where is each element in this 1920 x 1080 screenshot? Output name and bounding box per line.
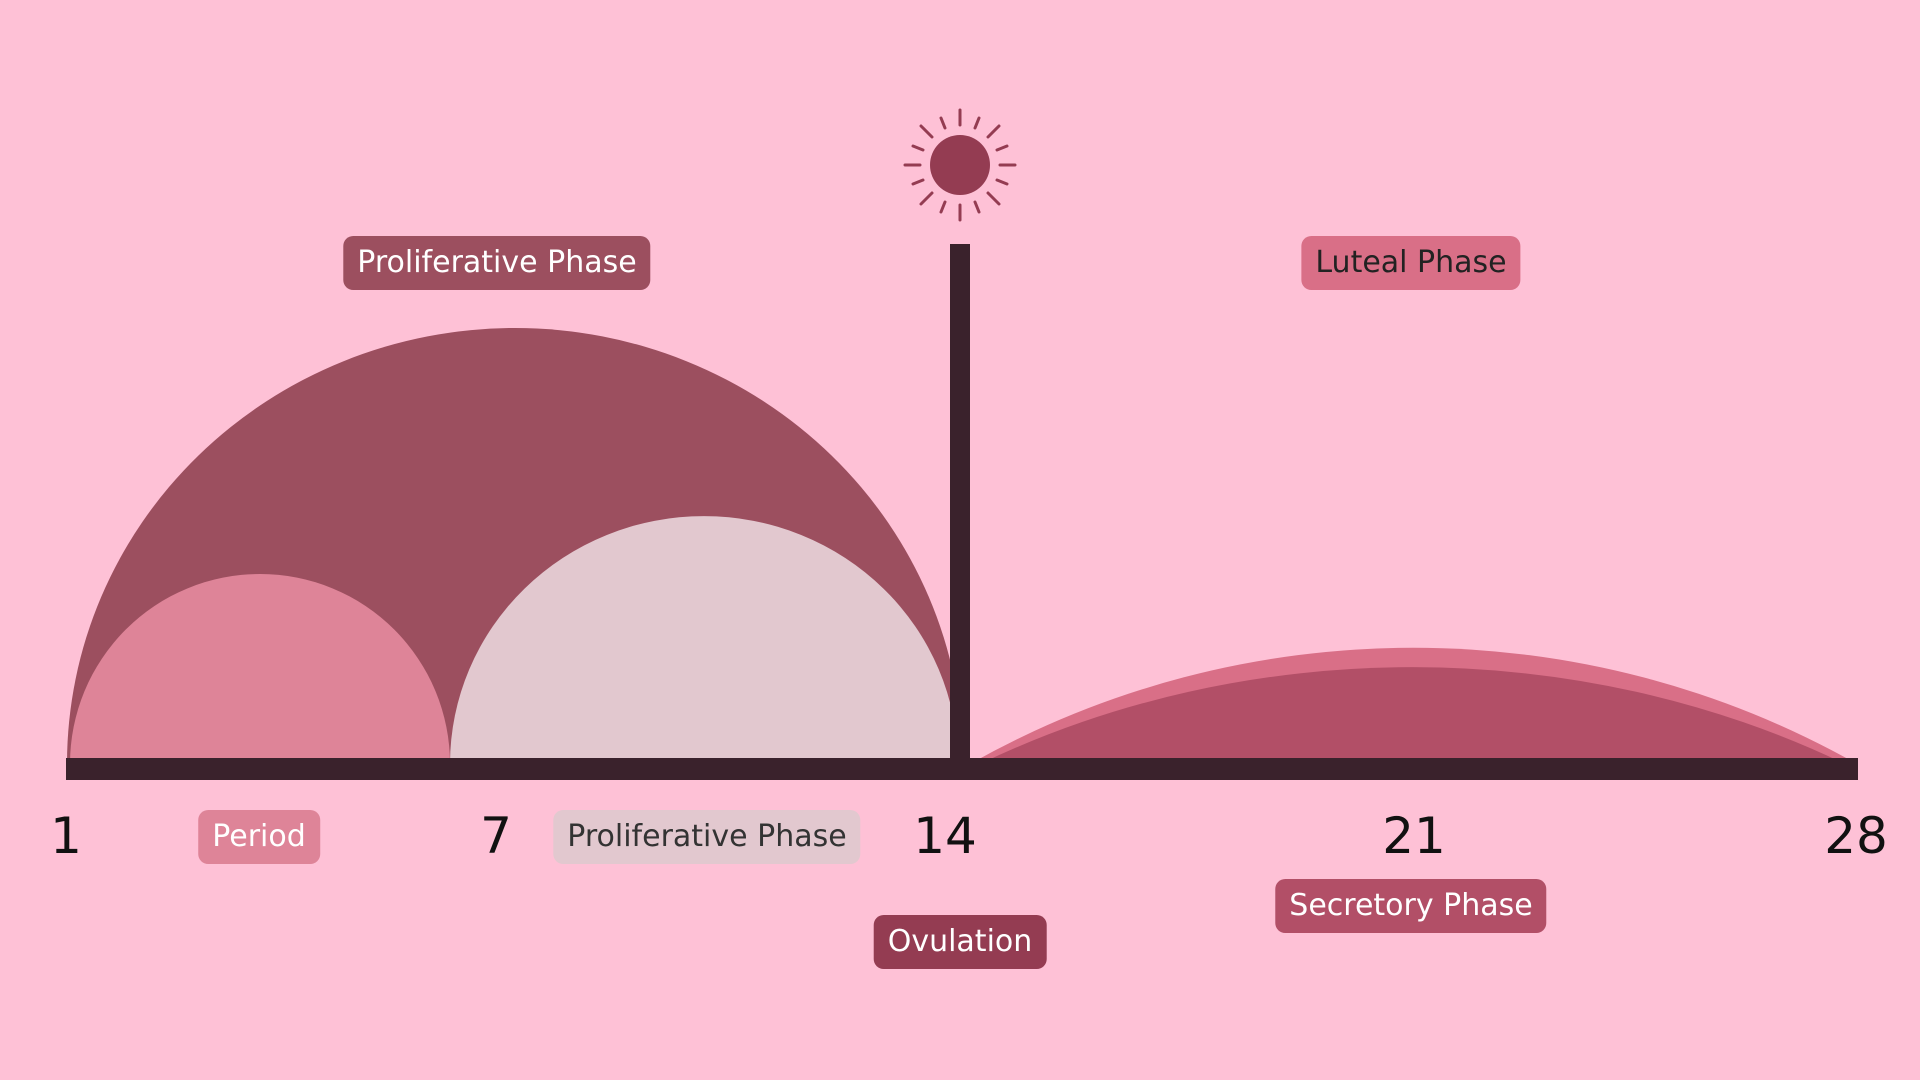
ovulation-line xyxy=(950,244,970,764)
ovulation-label: Ovulation xyxy=(873,915,1047,969)
day-tick-28: 28 xyxy=(1824,807,1888,865)
day-tick-21: 21 xyxy=(1382,807,1446,865)
proliferative-phase-small-arc xyxy=(450,516,958,764)
secretory-phase-arc xyxy=(980,667,1845,764)
period-arc xyxy=(70,574,450,764)
day-tick-7: 7 xyxy=(480,807,512,865)
day-tick-14: 14 xyxy=(913,807,977,865)
proliferative-phase-title: Proliferative Phase xyxy=(343,236,651,290)
luteal-phase-title: Luteal Phase xyxy=(1301,236,1521,290)
period-label: Period xyxy=(198,810,320,864)
timeline-axis xyxy=(66,758,1858,780)
secretory-phase-label: Secretory Phase xyxy=(1275,879,1547,933)
day-tick-1: 1 xyxy=(50,807,82,865)
sun-icon xyxy=(903,108,1017,222)
proliferative-phase-label: Proliferative Phase xyxy=(553,810,861,864)
